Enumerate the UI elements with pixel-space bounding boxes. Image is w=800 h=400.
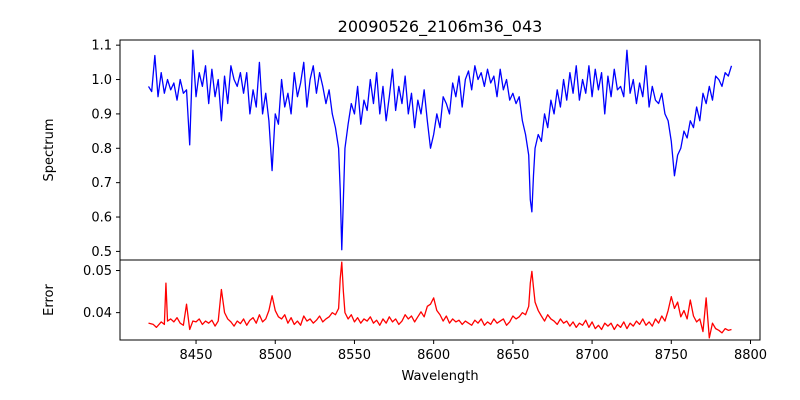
error-panel: 0.04 0.05 Error — [42, 259, 761, 341]
error-line-0 — [148, 261, 732, 339]
x-tick-label: 8700 — [576, 348, 609, 363]
spectrum-y-tick-label: 0.6 — [91, 211, 112, 226]
spectrum-y-tick-label: 0.5 — [91, 245, 112, 260]
x-axis-ticks: 8450 8500 8550 8600 8650 8700 8750 8800 — [179, 340, 767, 363]
error-y-tick-label: 0.05 — [83, 264, 112, 279]
error-series-group — [148, 261, 732, 339]
spectrum-y-tick-label: 0.7 — [91, 176, 112, 191]
spectrum-series-group — [147, 49, 733, 251]
spectrum-y-tick-label: 1.1 — [91, 39, 112, 54]
spectrum-line-0 — [147, 49, 733, 251]
spectrum-y-ticks: 0.5 0.6 0.7 0.8 0.9 1.0 1.1 — [91, 39, 120, 260]
x-tick-label: 8650 — [496, 348, 529, 363]
x-tick-label: 8750 — [655, 348, 688, 363]
spectrum-y-tick-label: 1.0 — [91, 73, 112, 88]
x-tick-label: 8500 — [259, 348, 292, 363]
error-plot-frame — [119, 259, 761, 341]
error-y-tick-label: 0.04 — [83, 306, 112, 321]
x-tick-label: 8800 — [734, 348, 767, 363]
x-tick-label: 8600 — [417, 348, 450, 363]
spectrum-y-tick-label: 0.8 — [91, 142, 112, 157]
x-tick-label: 8450 — [179, 348, 212, 363]
error-y-ticks: 0.04 0.05 — [83, 264, 120, 321]
x-tick-label: 8550 — [338, 348, 371, 363]
spectrum-y-axis-label: Spectrum — [42, 119, 57, 182]
spectrum-y-tick-label: 0.9 — [91, 107, 112, 122]
spectrum-panel: 0.5 0.6 0.7 0.8 0.9 1.0 1.1 Spectrum — [42, 39, 761, 261]
error-y-axis-label: Error — [42, 284, 57, 316]
x-axis-label: Wavelength — [401, 369, 478, 384]
chart-title: 20090526_2106m36_043 — [338, 17, 543, 37]
